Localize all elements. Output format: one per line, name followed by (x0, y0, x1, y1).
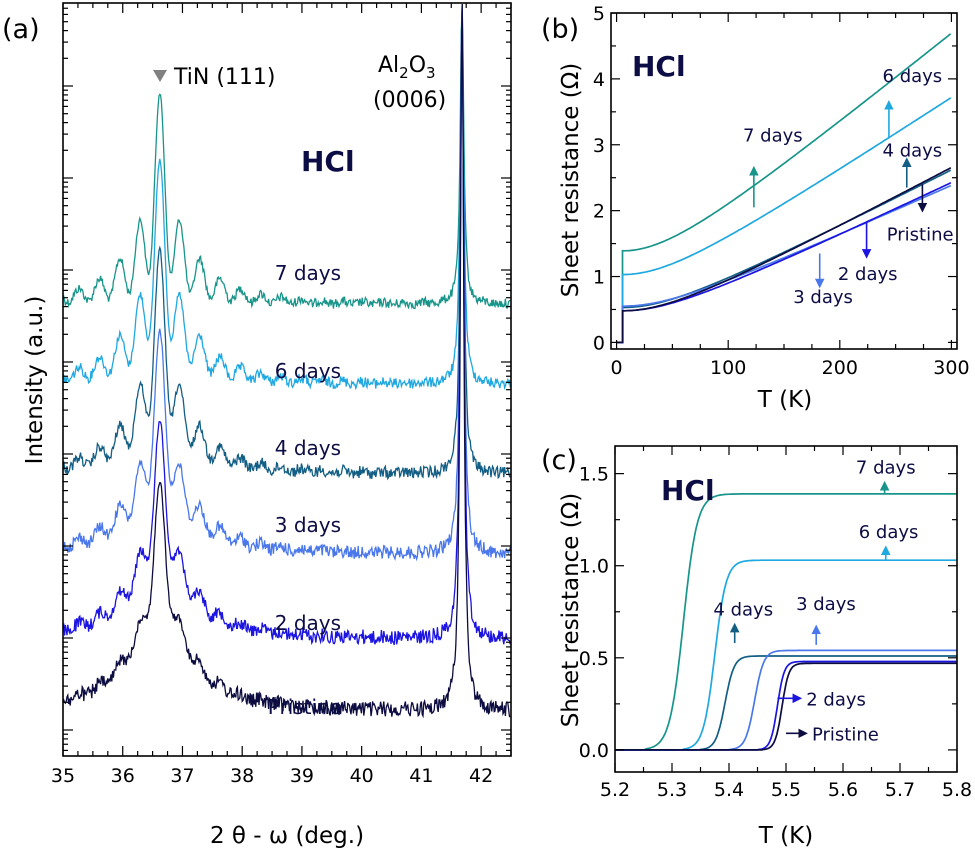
panel-b-ticks: 0 100 200 300 0 1 2 3 4 5 (593, 3, 970, 379)
panel-b-label: (b) (541, 14, 579, 45)
curve-label: 3 days (793, 287, 853, 308)
al2o3-o: O (409, 53, 426, 78)
panel-b-y-axis-label: Sheet resistance (Ω) (558, 63, 584, 298)
panel-c-x-tick-label: 5.4 (714, 779, 744, 801)
panel-a-x-tick-label: 37 (170, 765, 194, 787)
tin-peak-marker (153, 70, 167, 82)
panel-a-label: (a) (2, 14, 40, 45)
transition-curve (615, 649, 957, 751)
panel-b-y-tick-label: 2 (593, 201, 605, 223)
panel-c-x-tick-label: 5.2 (600, 779, 630, 801)
panel-a-series-labels: 7 days 6 days 4 days 3 days 2 days Pristine (268, 261, 342, 719)
panel-b-hcl-label: HCl (632, 50, 686, 83)
panel-c-label: (c) (541, 445, 577, 476)
transition-label: 6 days (859, 522, 919, 543)
panel-b-y-tick-label: 4 (593, 69, 605, 91)
panel-b-x-tick-label: 0 (611, 357, 623, 379)
series-label: 6 days (275, 359, 341, 383)
panel-c-x-tick-label: 5.7 (885, 779, 915, 801)
panel-c-y-tick-label: 1.0 (579, 556, 609, 578)
panel-a-x-tick-label: 39 (290, 765, 314, 787)
xrd-trace (62, 3, 511, 719)
series-label: 7 days (275, 261, 341, 285)
panel-a-ticks: 35 36 37 38 39 40 41 42 (51, 3, 512, 787)
al2o3-label: Al2O3 (378, 53, 436, 82)
xrd-trace (62, 3, 511, 562)
panel-b-x-tick-label: 300 (933, 357, 969, 379)
resistance-curve (616, 97, 952, 344)
xrd-trace (62, 10, 511, 646)
transition-curve (615, 493, 957, 751)
panel-c-hcl-label: HCl (661, 474, 715, 507)
panel-c-y-tick-label: 0.5 (579, 648, 609, 670)
panel-b-x-axis-label: T (K) (757, 387, 812, 413)
transition-curve (615, 662, 957, 751)
al2o3-sub-3: 3 (426, 64, 436, 82)
panel-a-hcl-label: HCl (301, 145, 355, 178)
transition-curve (615, 559, 957, 751)
panel-a-x-tick-label: 35 (51, 765, 75, 787)
panel-c-x-axis-label: T (K) (758, 823, 813, 849)
tin-peak-label: TiN (111) (173, 65, 275, 90)
panel-a-x-tick-label: 40 (350, 765, 374, 787)
transition-curve (615, 660, 957, 751)
resistance-curve (616, 167, 952, 344)
series-label: 4 days (275, 436, 341, 460)
al2o3-index-label: (0006) (373, 88, 446, 113)
transition-label: 2 days (806, 689, 866, 710)
panel-c-y-tick-label: 1.5 (579, 464, 609, 486)
resistance-curve (616, 169, 952, 344)
series-label: 3 days (275, 513, 341, 537)
panel-c-transition-chart: 5.2 5.3 5.4 5.5 5.6 5.7 5.8 0.0 0.5 1.0 1.5 7 days… (558, 445, 972, 849)
series-label: 2 days (275, 611, 341, 635)
panel-b-x-tick-label: 200 (822, 357, 858, 379)
panel-b-resistance-chart: 0 100 200 300 0 1 2 3 4 5 7 days 6 days 4 days Prist… (558, 3, 970, 413)
panel-a-x-axis-label: 2 θ - ω (deg.) (210, 823, 364, 849)
panel-c-y-tick-label: 0.0 (579, 740, 609, 762)
panel-c-series-labels: 7 days 6 days 4 days 3 days 2 days Pristine (713, 458, 918, 746)
al2o3-al: Al (378, 53, 399, 78)
xrd-trace (62, 3, 511, 481)
transition-label: 4 days (713, 599, 773, 620)
curve-label: 7 days (743, 125, 803, 146)
curve-label: Pristine (887, 224, 954, 245)
panel-c-x-tick-label: 5.5 (771, 779, 801, 801)
panel-c-x-tick-label: 5.6 (828, 779, 858, 801)
panel-a-traces (62, 3, 511, 719)
panel-a-y-axis-label: Intensity (a.u.) (22, 296, 48, 465)
resistance-curve (616, 182, 952, 344)
al2o3-sub-2: 2 (399, 64, 409, 82)
resistance-curve (616, 33, 952, 344)
panel-b-y-tick-label: 3 (593, 135, 605, 157)
panel-c-x-tick-label: 5.3 (657, 779, 687, 801)
panel-a-x-tick-label: 38 (230, 765, 254, 787)
panel-c-ticks: 5.2 5.3 5.4 5.5 5.6 5.7 5.8 0.0 0.5 1.0 1.5 (579, 446, 972, 801)
panel-c-x-tick-label: 5.8 (942, 779, 972, 801)
xrd-trace (62, 3, 511, 310)
panel-a-x-tick-label: 41 (409, 765, 433, 787)
xrd-trace (62, 3, 511, 391)
panel-b-y-tick-label: 5 (593, 3, 605, 25)
panel-a-x-tick-label: 42 (469, 765, 493, 787)
curve-label: 4 days (883, 141, 943, 162)
transition-label: 3 days (796, 594, 856, 615)
panel-c-y-axis-label: Sheet resistance (Ω) (558, 493, 584, 728)
series-label: Pristine (268, 695, 342, 719)
panel-a-frame (62, 2, 512, 757)
resistance-curve (616, 184, 952, 344)
panel-c-traces (615, 493, 957, 751)
panel-a-xrd-chart: 35 36 37 38 39 40 41 42 7 days 6 days 4 days 3 day… (22, 2, 512, 849)
panel-b-y-tick-label: 0 (593, 332, 605, 354)
panel-b-traces (616, 33, 952, 344)
panel-b-x-tick-label: 100 (710, 357, 746, 379)
panel-a-x-tick-label: 36 (111, 765, 135, 787)
transition-label: Pristine (812, 724, 879, 745)
panel-b-y-tick-label: 1 (593, 267, 605, 289)
curve-label: 2 days (838, 264, 898, 285)
transition-label: 7 days (856, 458, 916, 479)
curve-label: 6 days (883, 66, 943, 87)
